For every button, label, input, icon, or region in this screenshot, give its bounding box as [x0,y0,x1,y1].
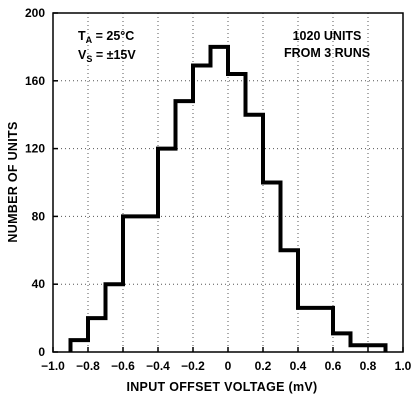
x-tick-label: 0.4 [290,359,307,373]
x-tick-label: −0.2 [181,359,205,373]
y-axis-title: NUMBER OF UNITS [6,121,20,242]
histogram-outline [68,44,388,352]
x-tick-label: 0 [225,359,232,373]
units-line-1: 1020 UNITS [293,29,362,43]
x-tick-label: 0.8 [360,359,377,373]
y-tick-label: 120 [25,142,45,156]
x-tick-label: −1.0 [41,359,65,373]
y-tick-label: 160 [25,74,45,88]
y-tick-label: 200 [25,6,45,20]
x-tick-labels: −1.0 −0.8 −0.6 −0.4 −0.2 0 0.2 0.4 0.6 0.8 1.0 [41,359,412,373]
y-tick-label: 40 [32,277,46,291]
x-tick-label: 1.0 [395,359,412,373]
x-tick-label: 0.6 [325,359,342,373]
conditions-annotation: TA = 25°C VS = ±15V [78,29,136,64]
axis-ticks [52,12,404,353]
x-tick-label: 0.2 [255,359,272,373]
ta-annotation: TA = 25°C [78,29,134,45]
x-tick-label: −0.6 [111,359,135,373]
x-axis-title: INPUT OFFSET VOLTAGE (mV) [126,380,317,394]
y-tick-labels: 0 40 80 120 160 200 [25,6,45,359]
units-annotation: 1020 UNITS FROM 3 RUNS [284,29,370,60]
x-tick-label: −0.8 [76,359,100,373]
y-tick-label: 80 [32,209,46,223]
x-tick-label: −0.4 [146,359,170,373]
units-line-2: FROM 3 RUNS [284,46,370,60]
vs-annotation: VS = ±15V [78,48,136,64]
y-tick-label: 0 [38,345,45,359]
